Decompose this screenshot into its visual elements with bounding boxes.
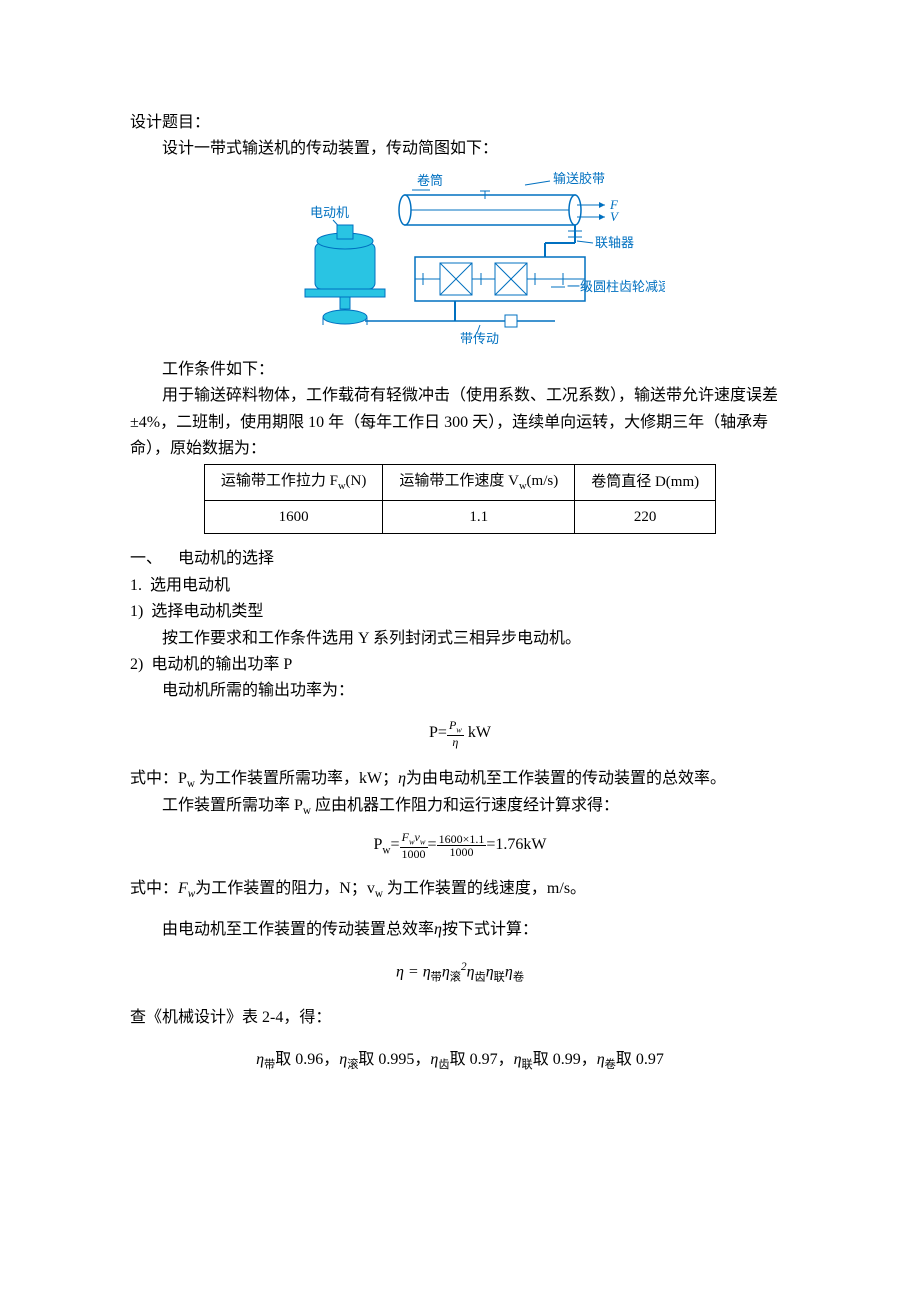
table-header-force: 运输带工作拉力 Fw(N): [204, 465, 383, 500]
sec1-heading: 一、 电动机的选择: [130, 546, 790, 572]
label-belt-drive: 带传动: [460, 331, 499, 346]
p-pw: 工作装置所需功率 Pw 应由机器工作阻力和运行速度经计算求得：: [130, 793, 790, 821]
sec1-1: 1. 选用电动机: [130, 573, 790, 599]
sec1-1-2b: 电动机所需的输出功率为：: [130, 678, 790, 704]
label-reducer: 一级圆柱齿轮减速器: [567, 279, 665, 294]
conditions-heading: 工作条件如下：: [130, 357, 790, 383]
transmission-diagram: 卷筒 输送胶带 F V 联轴器: [130, 165, 790, 355]
table-header-diameter: 卷筒直径 D(mm): [575, 465, 716, 500]
sec1-1-1: 1) 选择电动机类型: [130, 599, 790, 625]
label-belt-out: 输送胶带: [553, 171, 605, 186]
table-cell-speed: 1.1: [383, 500, 575, 534]
formula-P: P=Pwη kW: [130, 719, 790, 748]
formula-eta: η = η带η滚2η齿η联η卷: [130, 958, 790, 987]
table-header-speed: 运输带工作速度 Vw(m/s): [383, 465, 575, 500]
title-line2: 设计一带式输送机的传动装置，传动简图如下：: [130, 136, 790, 162]
label-motor: 电动机: [310, 205, 349, 220]
page: 设计题目： 设计一带式输送机的传动装置，传动简图如下： 卷筒 输送胶带 F: [0, 0, 920, 1302]
p-eta: 由电动机至工作装置的传动装置总效率η按下式计算：: [130, 917, 790, 943]
table-cell-diameter: 220: [575, 500, 716, 534]
table-cell-force: 1600: [204, 500, 383, 534]
p-fw: 式中：Fw为工作装置的阻力，N；vw 为工作装置的线速度，m/s。: [130, 876, 790, 904]
formula-Pw: Pw=Fwvw1000=1600×1.11000=1.76kW: [130, 831, 790, 860]
data-table: 运输带工作拉力 Fw(N) 运输带工作速度 Vw(m/s) 卷筒直径 D(mm)…: [204, 464, 716, 534]
label-coupling: 联轴器: [595, 235, 634, 250]
p-expl: 式中：Pw 为工作装置所需功率，kW；η为由电动机至工作装置的传动装置的总效率。: [130, 766, 790, 794]
label-v: V: [610, 209, 620, 224]
sec1-1-1b: 按工作要求和工作条件选用 Y 系列封闭式三相异步电动机。: [130, 626, 790, 652]
p-values: η带取 0.96，η滚取 0.995，η齿取 0.97，η联取 0.99，η卷取…: [130, 1047, 790, 1075]
label-drum: 卷筒: [417, 173, 443, 188]
p-ref: 查《机械设计》表 2-4，得：: [130, 1005, 790, 1031]
title-line1: 设计题目：: [130, 110, 790, 136]
conditions-text: 用于输送碎料物体，工作载荷有轻微冲击（使用系数、工况系数），输送带允许速度误差±…: [130, 383, 790, 462]
sec1-1-2: 2) 电动机的输出功率 P: [130, 652, 790, 678]
